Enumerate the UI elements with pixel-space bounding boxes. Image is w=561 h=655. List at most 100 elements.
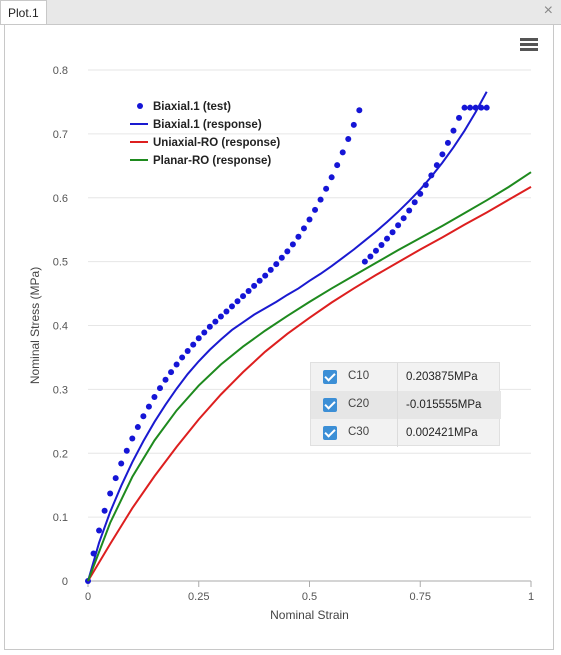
data-point [278, 254, 285, 261]
data-point [456, 114, 463, 121]
parameter-table: C10 0.203875MPa C20 -0.015555MPa C30 0.0… [310, 362, 501, 447]
x-tick-labels: 0 0.25 0.5 0.75 1 [85, 581, 534, 603]
data-point [439, 151, 446, 158]
series-markers [85, 104, 490, 584]
plot-panel [4, 24, 554, 650]
param-row: C10 0.203875MPa [311, 363, 501, 391]
data-point [273, 261, 280, 268]
y-tick-labels: 0 0.1 0.2 0.3 0.4 0.5 0.6 0.7 0.8 [53, 65, 68, 588]
data-point [483, 104, 490, 111]
series-line [87, 91, 488, 582]
data-point [184, 348, 191, 355]
y-tick-label: 0.4 [53, 321, 68, 333]
legend-label[interactable]: Biaxial.1 (response) [153, 119, 262, 131]
y-tick-label: 0.2 [53, 448, 68, 460]
param-row: C20 -0.015555MPa [311, 391, 501, 419]
data-point [134, 424, 141, 431]
data-point [372, 247, 379, 254]
hamburger-menu-icon[interactable] [520, 38, 538, 52]
data-point [256, 277, 263, 284]
data-point [234, 298, 241, 305]
legend: Biaxial.1 (test) Biaxial.1 (response) Unia… [130, 101, 280, 167]
y-tick-label: 0 [62, 576, 68, 588]
data-point [306, 216, 313, 223]
data-point [328, 174, 335, 181]
data-point [195, 335, 202, 342]
x-tick-label: 0.5 [302, 591, 317, 603]
param-row: C30 0.002421MPa [311, 419, 501, 447]
data-point [339, 149, 346, 156]
x-tick-label: 0 [85, 591, 91, 603]
series-group [85, 91, 532, 584]
param-name: C30 [348, 426, 370, 438]
data-point [284, 248, 291, 255]
data-point [389, 229, 396, 236]
legend-label[interactable]: Biaxial.1 (test) [153, 101, 231, 113]
data-point [267, 266, 274, 273]
param-name: C10 [348, 370, 370, 382]
close-icon[interactable]: × [543, 2, 553, 19]
data-point [323, 185, 330, 192]
data-point [444, 139, 451, 146]
data-point [118, 460, 125, 467]
data-point [384, 235, 391, 242]
data-point [107, 490, 114, 497]
data-point [123, 447, 130, 454]
legend-label[interactable]: Uniaxial-RO (response) [153, 137, 280, 149]
data-point [173, 361, 180, 368]
data-point [228, 303, 235, 310]
data-point [334, 162, 341, 169]
x-tick-label: 0.25 [188, 591, 209, 603]
data-point [217, 313, 224, 320]
data-point [240, 293, 247, 300]
y-axis-label: Nominal Stress (MPa) [28, 267, 42, 384]
legend-label[interactable]: Planar-RO (response) [153, 155, 271, 167]
y-tick-label: 0.7 [53, 129, 68, 141]
data-point [467, 104, 474, 111]
data-point [223, 308, 230, 315]
y-tick-label: 0.5 [53, 257, 68, 269]
data-point [356, 107, 363, 114]
series-line [87, 171, 532, 582]
data-point [289, 241, 296, 248]
x-axis-label: Nominal Strain [270, 608, 349, 622]
x-tick-label: 0.75 [410, 591, 431, 603]
data-point [140, 413, 147, 420]
tab-plot[interactable]: Plot.1 [0, 0, 47, 24]
data-point [179, 354, 186, 361]
param-checkbox[interactable] [323, 398, 337, 412]
series-line [87, 186, 532, 582]
data-point [350, 121, 357, 128]
param-checkbox[interactable] [323, 370, 337, 384]
data-point [101, 507, 108, 514]
data-point [206, 323, 213, 330]
y-tick-label: 0.6 [53, 193, 68, 205]
data-point [251, 282, 258, 289]
data-point [461, 104, 468, 111]
data-point [162, 376, 169, 383]
data-point [400, 215, 407, 222]
legend-marker [137, 103, 143, 109]
data-point [411, 199, 418, 206]
param-checkbox[interactable] [323, 426, 337, 440]
x-tick-label: 1 [528, 591, 534, 603]
data-point [112, 475, 119, 482]
data-point [156, 385, 163, 392]
data-point [151, 394, 158, 401]
data-point [245, 288, 252, 295]
data-point [129, 435, 136, 442]
data-point [378, 242, 385, 249]
data-point [262, 272, 269, 279]
data-point [212, 318, 219, 325]
data-point [295, 233, 302, 240]
param-value: -0.015555MPa [397, 391, 493, 419]
param-value: 0.002421MPa [397, 419, 493, 447]
y-tick-label: 0.3 [53, 384, 68, 396]
data-point [361, 258, 368, 265]
y-tick-label: 0.1 [53, 512, 68, 524]
data-point [406, 207, 413, 214]
data-point [312, 206, 319, 213]
param-value: 0.203875MPa [397, 363, 493, 391]
data-point [201, 329, 208, 336]
